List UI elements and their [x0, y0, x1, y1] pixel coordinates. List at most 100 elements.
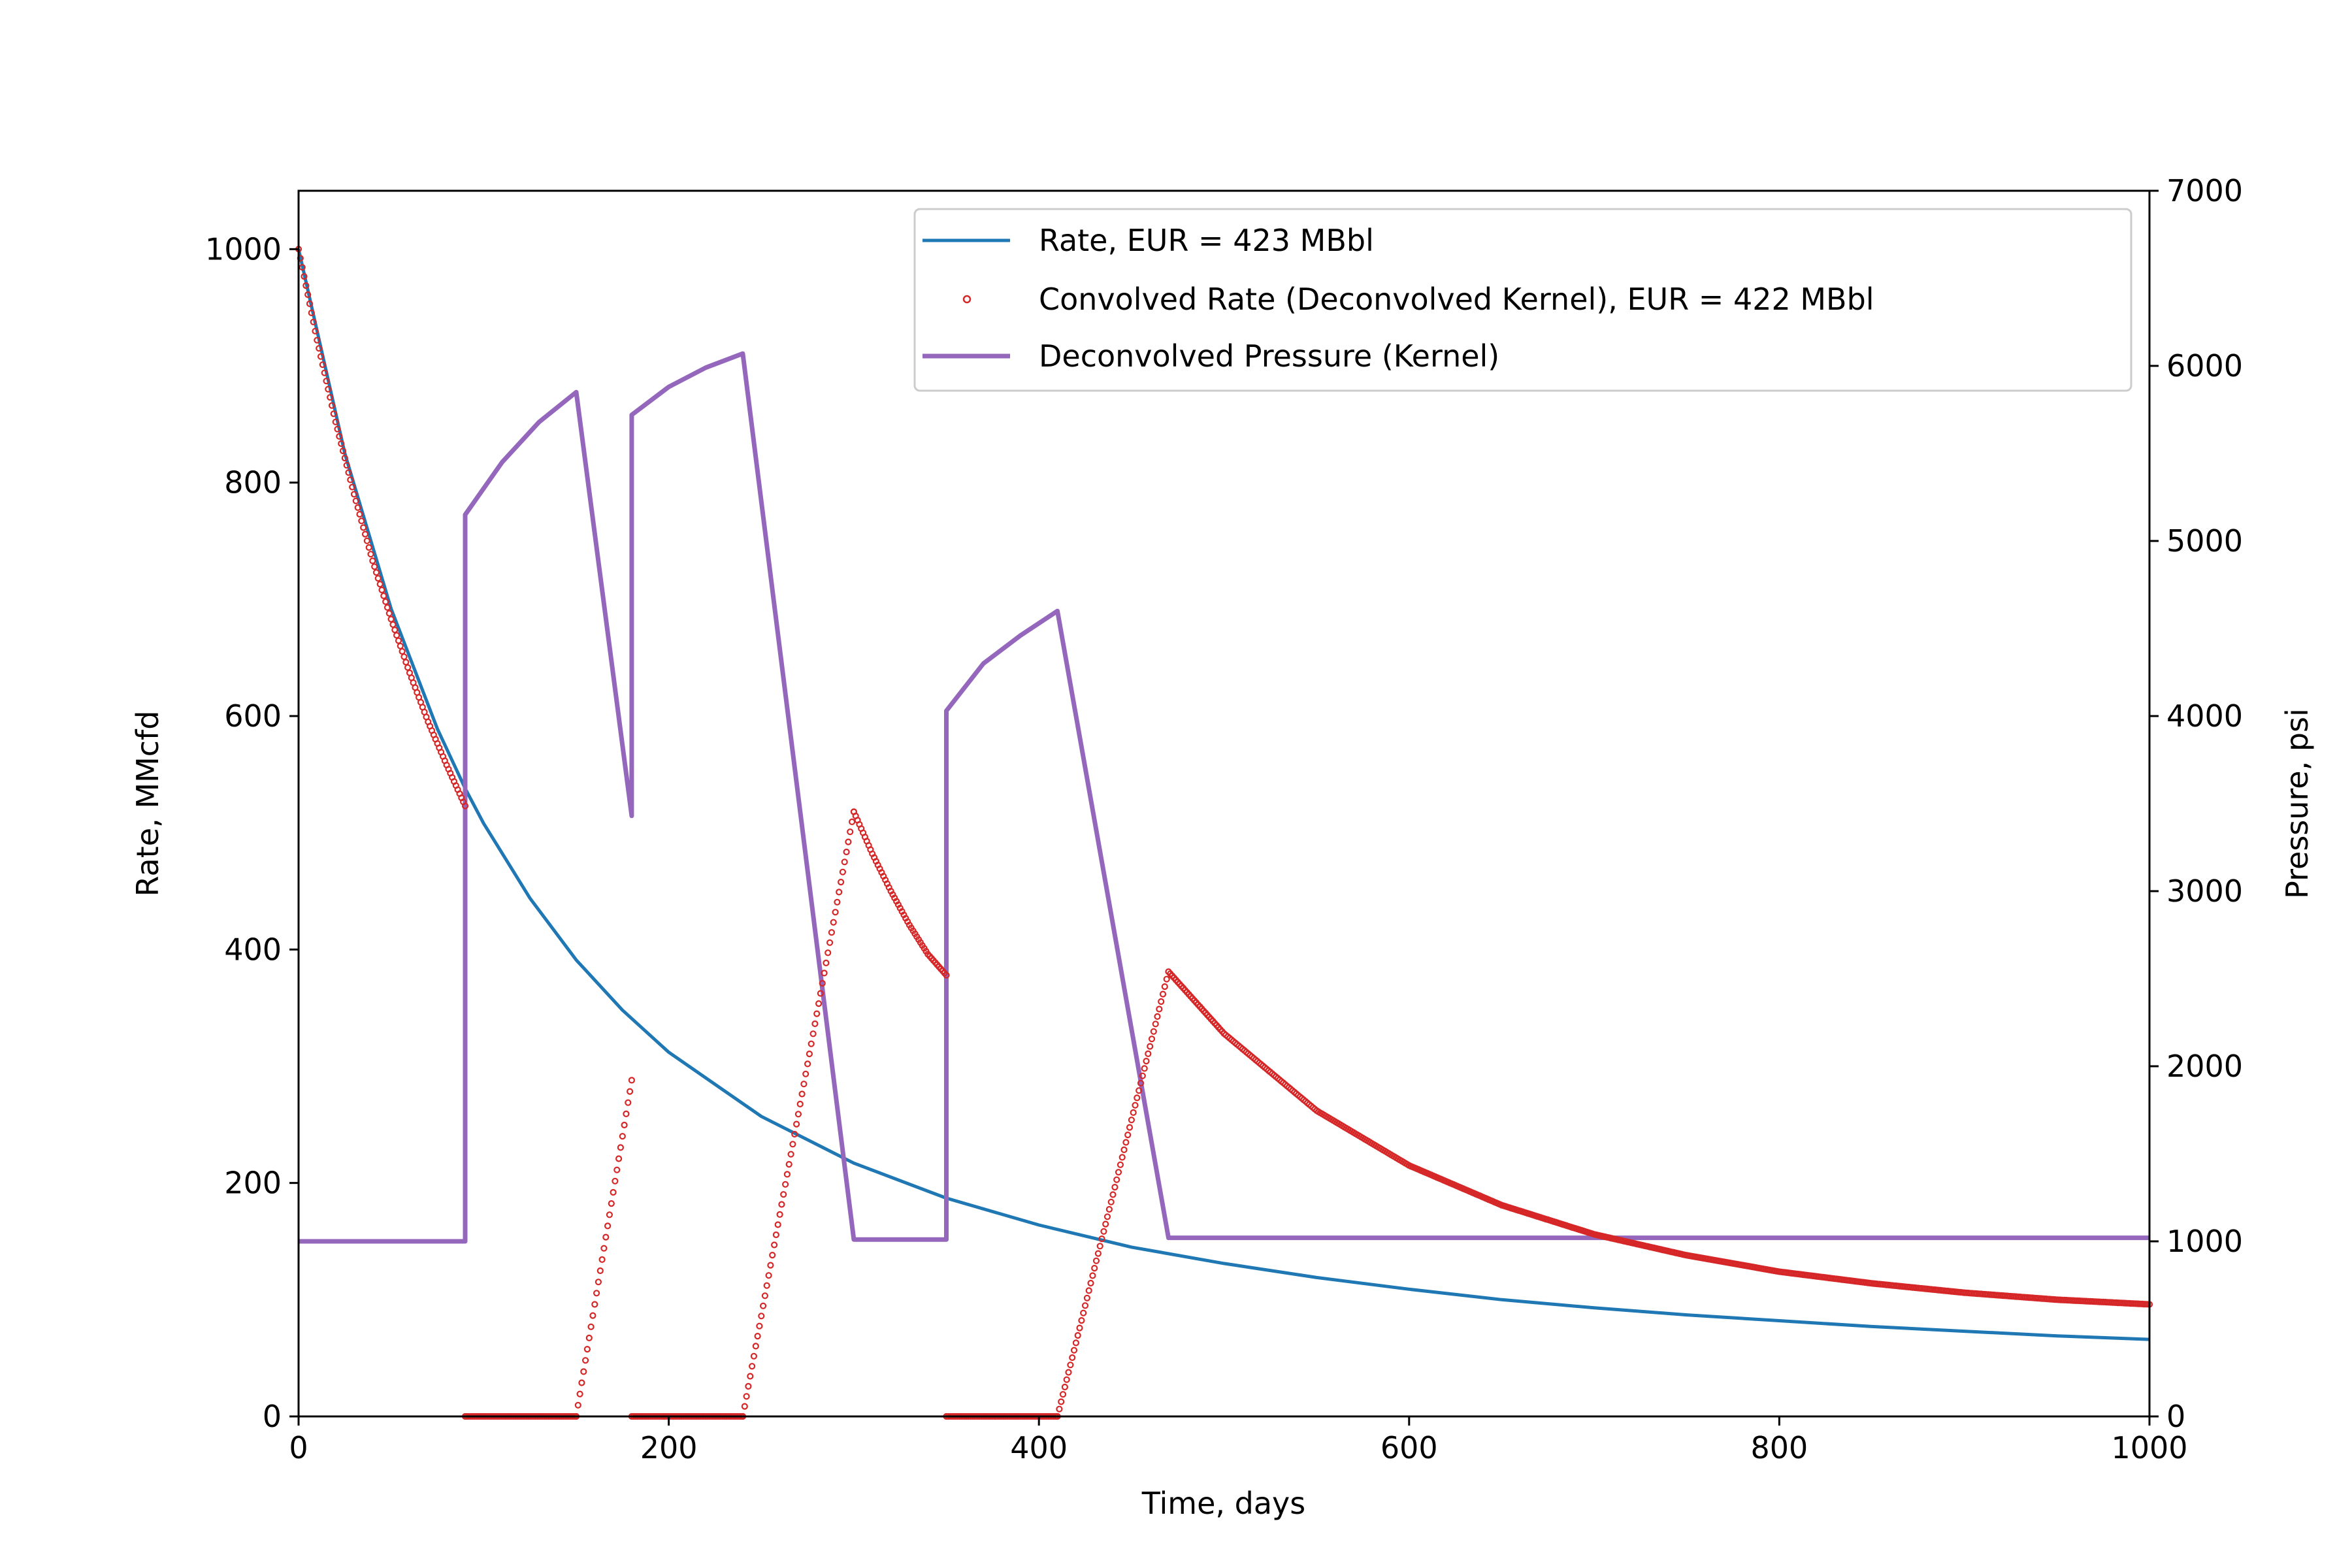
convolved-point — [312, 327, 319, 335]
left-tick-label: 400 — [224, 932, 282, 967]
convolved-point — [613, 1166, 621, 1173]
convolved-point — [1083, 1294, 1091, 1301]
convolved-point — [1094, 1250, 1102, 1257]
convolved-point — [595, 1279, 602, 1286]
left-tick-label: 200 — [224, 1166, 282, 1201]
convolved-point — [1159, 990, 1167, 998]
convolved-point — [356, 510, 363, 518]
convolved-point — [1156, 1005, 1163, 1013]
plot-area — [295, 189, 2153, 1420]
convolved-point — [374, 575, 382, 582]
convolved-point — [1119, 1154, 1126, 1161]
convolved-point — [385, 610, 393, 617]
convolved-point — [798, 1090, 806, 1098]
legend-convolved-label: Convolved Rate (Deconvolved Kernel), EUR… — [1039, 282, 1874, 317]
convolved-point — [319, 361, 326, 368]
convolved-point — [585, 1334, 593, 1342]
convolved-point — [623, 1110, 630, 1118]
convolved-point — [836, 889, 843, 896]
convolved-point — [1074, 1331, 1081, 1339]
convolved-point — [328, 402, 336, 409]
convolved-point — [621, 1121, 628, 1129]
convolved-point — [839, 868, 847, 875]
convolved-point — [384, 604, 391, 611]
convolved-point — [332, 418, 339, 425]
convolved-point — [821, 970, 828, 977]
convolved-point — [1063, 1376, 1070, 1383]
convolved-point — [806, 1050, 813, 1058]
convolved-point — [1059, 1391, 1067, 1398]
convolved-point — [363, 537, 370, 544]
convolved-point — [1069, 1354, 1076, 1362]
left-axis-label: Rate, MMcfd — [130, 711, 165, 897]
convolved-point — [376, 580, 384, 588]
convolved-point — [341, 454, 348, 462]
convolved-point — [615, 1155, 623, 1162]
convolved-point — [612, 1177, 619, 1184]
convolved-point — [767, 1262, 774, 1269]
convolved-point — [1072, 1339, 1080, 1347]
convolved-point — [1163, 975, 1170, 983]
convolved-point — [748, 1363, 756, 1370]
left-axis-ticks: 0 200 400 600 800 1000 — [205, 231, 299, 1434]
convolved-point — [745, 1382, 752, 1390]
convolved-point — [387, 615, 395, 623]
convolved-point — [461, 802, 469, 809]
series-pressure-line — [299, 351, 2149, 1244]
convolved-point — [808, 1040, 815, 1047]
convolved-point — [1139, 1072, 1146, 1079]
convolved-point — [756, 1322, 763, 1330]
right-axis-ticks: 0 1000 2000 3000 4000 5000 6000 7000 — [2149, 173, 2243, 1434]
convolved-point — [1102, 1220, 1109, 1228]
convolved-point — [1109, 1191, 1117, 1198]
convolved-point — [343, 462, 350, 469]
convolved-point — [780, 1191, 787, 1198]
convolved-point — [1065, 1369, 1072, 1376]
convolved-point — [610, 1188, 617, 1196]
convolved-point — [787, 1151, 794, 1158]
convolved-point — [399, 647, 406, 655]
convolved-point — [1103, 1213, 1111, 1220]
convolved-point — [378, 586, 385, 594]
convolved-point — [845, 838, 852, 845]
convolved-point — [314, 336, 321, 344]
convolved-point — [785, 1160, 792, 1168]
x-tick-label: 400 — [1010, 1430, 1068, 1465]
convolved-point — [834, 898, 841, 906]
convolved-point — [761, 1292, 769, 1299]
convolved-point — [1128, 1117, 1135, 1124]
convolved-point — [792, 1120, 800, 1128]
convolved-point — [600, 1245, 608, 1252]
convolved-point — [837, 878, 845, 886]
convolved-point — [1098, 1235, 1105, 1243]
convolved-point — [617, 1144, 625, 1151]
x-tick-label: 600 — [1380, 1430, 1438, 1465]
convolved-point — [325, 385, 332, 393]
convolved-point — [299, 264, 306, 271]
convolved-point — [1085, 1287, 1092, 1294]
convolved-point — [1137, 1079, 1145, 1087]
convolved-point — [1080, 1309, 1087, 1316]
convolved-point — [1100, 1228, 1107, 1235]
convolved-point — [301, 273, 308, 280]
convolved-point — [1126, 1124, 1134, 1131]
right-axis-label: Pressure, psi — [2279, 708, 2315, 899]
convolved-point — [606, 1211, 613, 1218]
left-tick-label: 0 — [263, 1399, 282, 1434]
convolved-point — [741, 1403, 748, 1410]
convolved-point — [759, 1302, 767, 1309]
convolved-point — [591, 1301, 598, 1308]
convolved-point — [626, 1088, 634, 1095]
convolved-point — [1150, 1028, 1157, 1035]
convolved-point — [750, 1352, 758, 1360]
convolved-point — [763, 1282, 770, 1289]
convolved-point — [1115, 1169, 1122, 1176]
convolved-point — [794, 1111, 802, 1118]
convolved-point — [754, 1332, 761, 1340]
convolved-point — [583, 1346, 591, 1353]
convolved-point — [334, 425, 341, 433]
convolved-point — [380, 592, 387, 600]
convolved-point — [825, 949, 832, 956]
convolved-point — [350, 491, 358, 498]
convolved-point — [1117, 1161, 1124, 1168]
